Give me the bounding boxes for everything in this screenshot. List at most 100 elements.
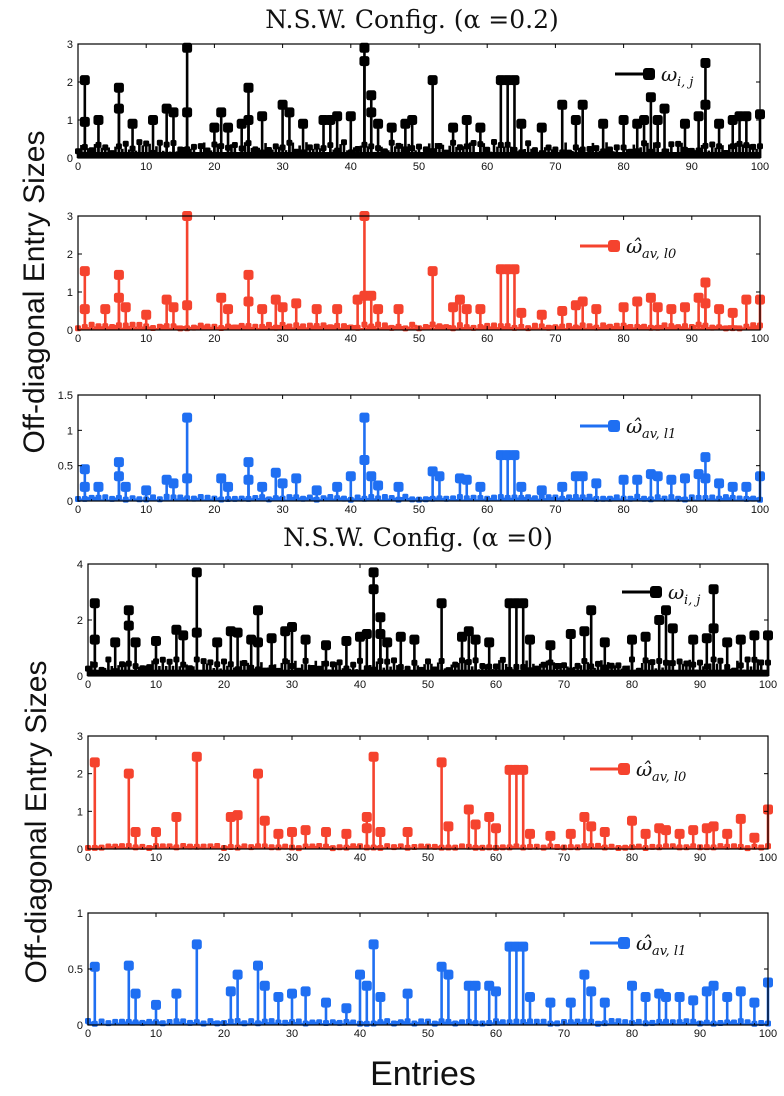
stem-marker [557,306,568,316]
stem-marker [141,485,152,496]
stem-marker [243,474,254,485]
stem-marker [182,412,193,423]
stem-marker [332,304,343,315]
stem-marker [516,481,527,492]
marker-base [586,493,593,500]
x-tick-label: 0 [85,852,91,864]
marker-base [381,322,388,329]
stem-marker [93,481,104,492]
stem-marker [591,304,602,315]
stem-marker [79,116,90,127]
x-tick-label: 60 [490,852,502,864]
marker-base [313,143,320,150]
stem-marker [345,111,356,122]
stem-marker [666,474,677,485]
stem-marker [273,828,284,839]
stem-marker [525,634,535,645]
panel-1: 0 10 20 30 40 50 60 70 80 90 100 0 1 2 3 ω i, j [67,39,769,173]
stem-marker [361,980,372,991]
marker-base [731,843,737,850]
stem-marker [127,118,138,129]
stem-marker [436,757,447,768]
stem-marker [253,605,263,616]
stem-marker [722,637,733,648]
marker-base [265,147,272,154]
x-tick-label: 50 [413,504,425,516]
stem-marker [375,612,386,623]
stem-marker [427,75,438,86]
marker-base [491,322,498,329]
stem-marker [586,821,597,832]
marker-base [309,664,316,671]
x-tick-label: 50 [413,333,425,345]
marker-base [146,1018,153,1025]
stem-marker [123,605,134,616]
legend-subscript: av, l1 [652,944,686,959]
stem-marker [223,304,234,315]
x-tick-label: 90 [686,504,698,516]
stem-marker [341,828,352,839]
stem-marker [727,307,738,318]
x-tick-label: 60 [481,504,493,516]
marker-base [540,661,547,668]
stem-marker [659,103,670,114]
stem-marker [168,107,179,118]
stem-marker [123,620,134,631]
stem-marker [257,111,268,122]
stem-marker [311,485,322,496]
legend-label: ω [668,580,684,604]
marker-base [484,146,491,153]
marker-base [669,843,676,850]
y-tick-label: 2 [67,77,73,89]
stem-marker [667,623,678,634]
stem-marker [171,988,182,999]
stem-marker [579,626,590,637]
stem-marker [110,637,121,648]
stem-marker [123,960,134,971]
stem-marker [436,598,447,609]
x-tick-label: 100 [751,504,769,516]
stem-marker [652,115,663,125]
marker-base [221,658,227,665]
stem-marker [89,961,100,972]
stem-marker [741,111,752,122]
marker-base [697,659,703,666]
stem-marker [270,467,281,478]
marker-base [484,322,491,329]
marker-base [381,494,388,501]
x-tick-label: 30 [286,852,298,864]
stem-marker [407,115,418,125]
stem-marker [291,473,302,484]
stem-marker [270,294,281,305]
x-tick-label: 20 [208,504,220,516]
stem-marker [570,115,581,125]
marker-base [316,842,323,849]
stem-marker [679,302,690,313]
stem-marker [448,122,459,133]
title-top: N.S.W. Config. (α =0.2) [265,5,559,34]
x-tick-label: 100 [751,333,769,345]
stem-marker [700,99,711,110]
stem-marker [484,811,495,822]
marker-base [595,660,601,667]
stem-marker [536,309,547,320]
marker-base [327,494,334,501]
stem-marker [216,107,227,118]
stem-marker [632,474,643,485]
x-tick-label: 70 [558,679,570,691]
stem-marker [402,827,413,838]
stem-marker [618,302,629,313]
stem-marker [130,637,141,648]
stem-marker [661,605,671,616]
stem-marker [679,473,690,484]
marker-base [717,657,724,664]
stem-marker [287,988,297,999]
y-tick-label: 0 [67,153,73,165]
stem-marker [640,828,651,839]
panel-5: 0 10 20 30 40 50 60 70 80 90 100 0 1 2 3 ω̂ av, l0 [77,731,777,864]
marker-base [758,659,765,666]
stem-marker [161,294,172,305]
stem-marker [232,969,243,980]
stem-marker [463,804,474,815]
y-tick-label: 0.5 [58,461,73,473]
